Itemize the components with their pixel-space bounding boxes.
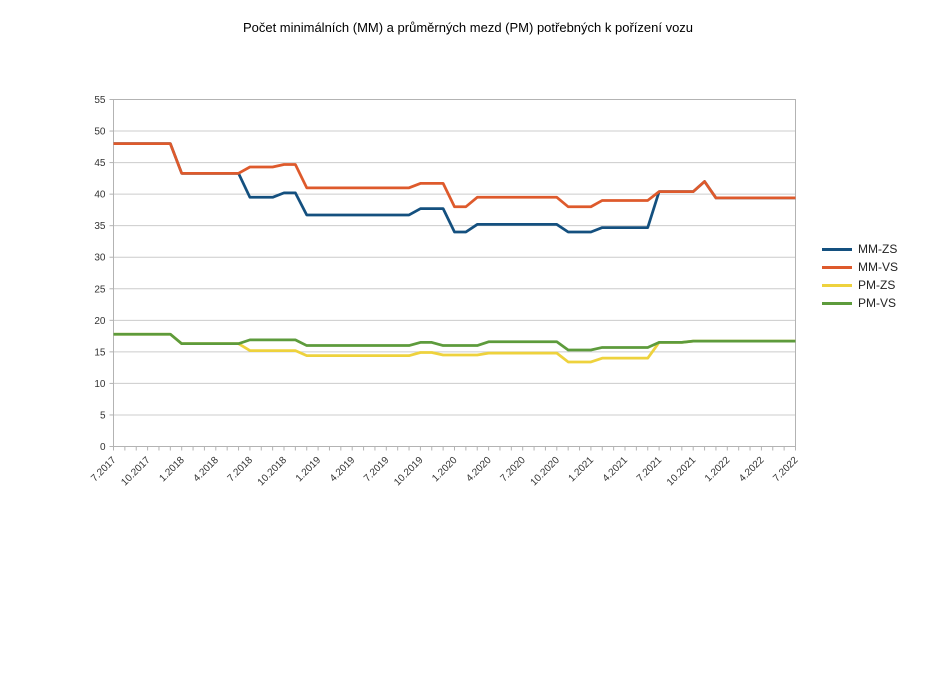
y-tick-label: 10: [94, 379, 106, 390]
x-tick-label: 4.2020: [464, 455, 494, 485]
y-tick-label: 55: [94, 95, 106, 106]
x-tick-label: 4.2021: [601, 455, 631, 485]
legend-swatch-MM-VS: [822, 266, 852, 269]
chart-title: Počet minimálních (MM) a průměrných mezd…: [242, 20, 694, 35]
legend-label: MM-VS: [858, 260, 898, 274]
x-tick-label: 7.2022: [771, 455, 801, 485]
x-tick-label: 1.2022: [703, 455, 733, 485]
series-line-PM-ZS: [113, 332, 796, 364]
x-tick-label: 7.2018: [226, 455, 256, 485]
x-tick-label: 7.2019: [362, 455, 392, 485]
legend-swatch-PM-ZS: [822, 284, 852, 287]
x-tick-label: 4.2019: [328, 455, 358, 485]
x-tick-label: 10.2020: [529, 455, 563, 489]
x-tick-label: 10.2021: [665, 455, 699, 489]
legend-item-MM-VS: MM-VS: [822, 261, 898, 274]
x-tick-label: 1.2021: [567, 455, 597, 485]
x-tick-label: 7.2020: [498, 455, 528, 485]
y-tick-label: 0: [100, 442, 106, 453]
legend-swatch-PM-VS: [822, 302, 852, 305]
y-tick-label: 5: [100, 410, 106, 421]
x-tick-label: 1.2020: [430, 455, 460, 485]
x-tick-label: 1.2019: [294, 455, 324, 485]
chart-legend: MM-ZS MM-VS PM-ZS PM-VS: [822, 243, 898, 310]
y-tick-label: 50: [94, 127, 106, 138]
legend-item-PM-ZS: PM-ZS: [822, 279, 898, 292]
y-tick-label: 15: [94, 347, 106, 358]
x-tick-label: 7.2017: [89, 455, 119, 485]
legend-label: MM-ZS: [858, 242, 898, 256]
legend-item-PM-VS: PM-VS: [822, 297, 898, 310]
y-tick-label: 25: [94, 284, 106, 295]
x-tick-label: 4.2022: [737, 455, 767, 485]
y-tick-label: 45: [94, 158, 106, 169]
y-tick-label: 40: [94, 190, 106, 201]
x-tick-label: 1.2018: [157, 455, 187, 485]
y-tick-label: 20: [94, 316, 106, 327]
y-tick-label: 35: [94, 221, 106, 232]
x-tick-label: 7.2021: [635, 455, 665, 485]
plot-border: [113, 99, 796, 447]
legend-label: PM-ZS: [858, 278, 896, 292]
series-line-MM-VS: [113, 142, 796, 209]
legend-swatch-MM-ZS: [822, 248, 852, 251]
x-tick-label: 4.2018: [192, 455, 222, 485]
legend-label: PM-VS: [858, 296, 897, 310]
x-tick-label: 10.2018: [256, 455, 290, 489]
legend-item-MM-ZS: MM-ZS: [822, 243, 898, 256]
x-tick-label: 10.2017: [119, 455, 153, 489]
series-line-PM-VS: [113, 332, 796, 352]
x-tick-label: 10.2019: [392, 455, 426, 489]
series-line-MM-ZS: [113, 142, 796, 234]
y-tick-label: 30: [94, 253, 106, 264]
